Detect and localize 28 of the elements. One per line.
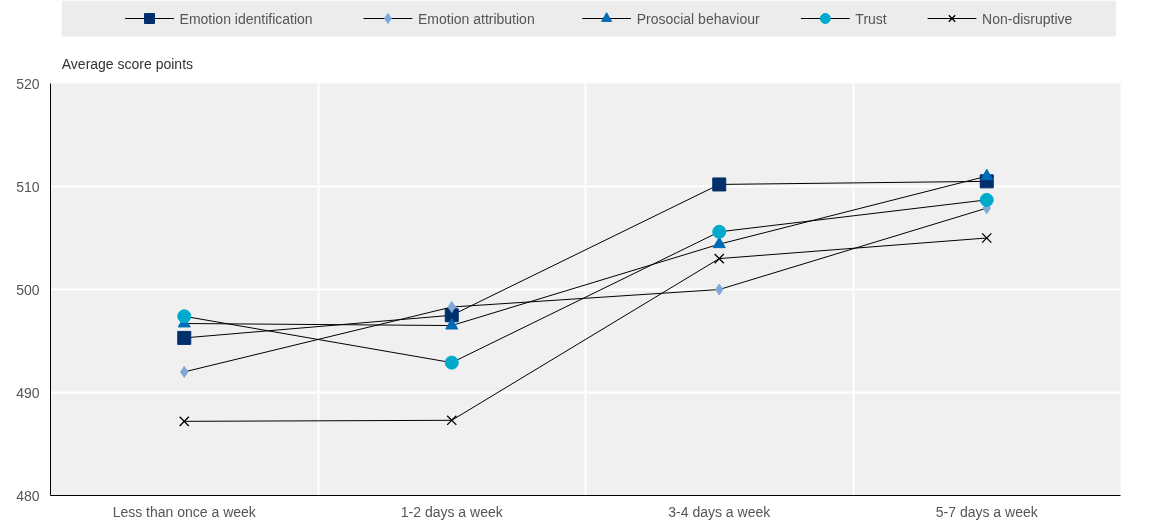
legend-label: Trust — [855, 10, 887, 27]
y-tick-label: 510 — [16, 178, 40, 195]
point — [177, 330, 192, 345]
point — [981, 232, 992, 244]
y-axis-title: Average score points — [61, 55, 194, 72]
y-tick-label: 490 — [16, 384, 40, 401]
y-tick-label: 480 — [16, 487, 40, 504]
point — [444, 355, 459, 370]
legend-label: Emotion attribution — [417, 10, 535, 27]
point — [712, 177, 727, 192]
point — [712, 224, 727, 239]
point — [445, 318, 459, 330]
point — [177, 309, 192, 324]
point — [712, 236, 726, 249]
point — [980, 168, 994, 181]
x-tick-label: 5-7 days a week — [935, 503, 1039, 520]
legend-label: Prosocial behaviour — [636, 10, 760, 27]
x-tick-label: 3-4 days a week — [668, 503, 772, 520]
legend-label: Emotion identification — [179, 10, 313, 27]
point — [714, 253, 725, 264]
y-tick-label: 520 — [16, 75, 40, 92]
point — [446, 415, 457, 426]
point — [179, 416, 190, 427]
legend-label: Non-disruptive — [982, 10, 1073, 27]
x-tick-label: Less than once a week — [112, 503, 257, 520]
point — [979, 192, 994, 207]
y-tick-label: 500 — [16, 281, 40, 298]
x-tick-label: 1-2 days a week — [400, 503, 504, 520]
